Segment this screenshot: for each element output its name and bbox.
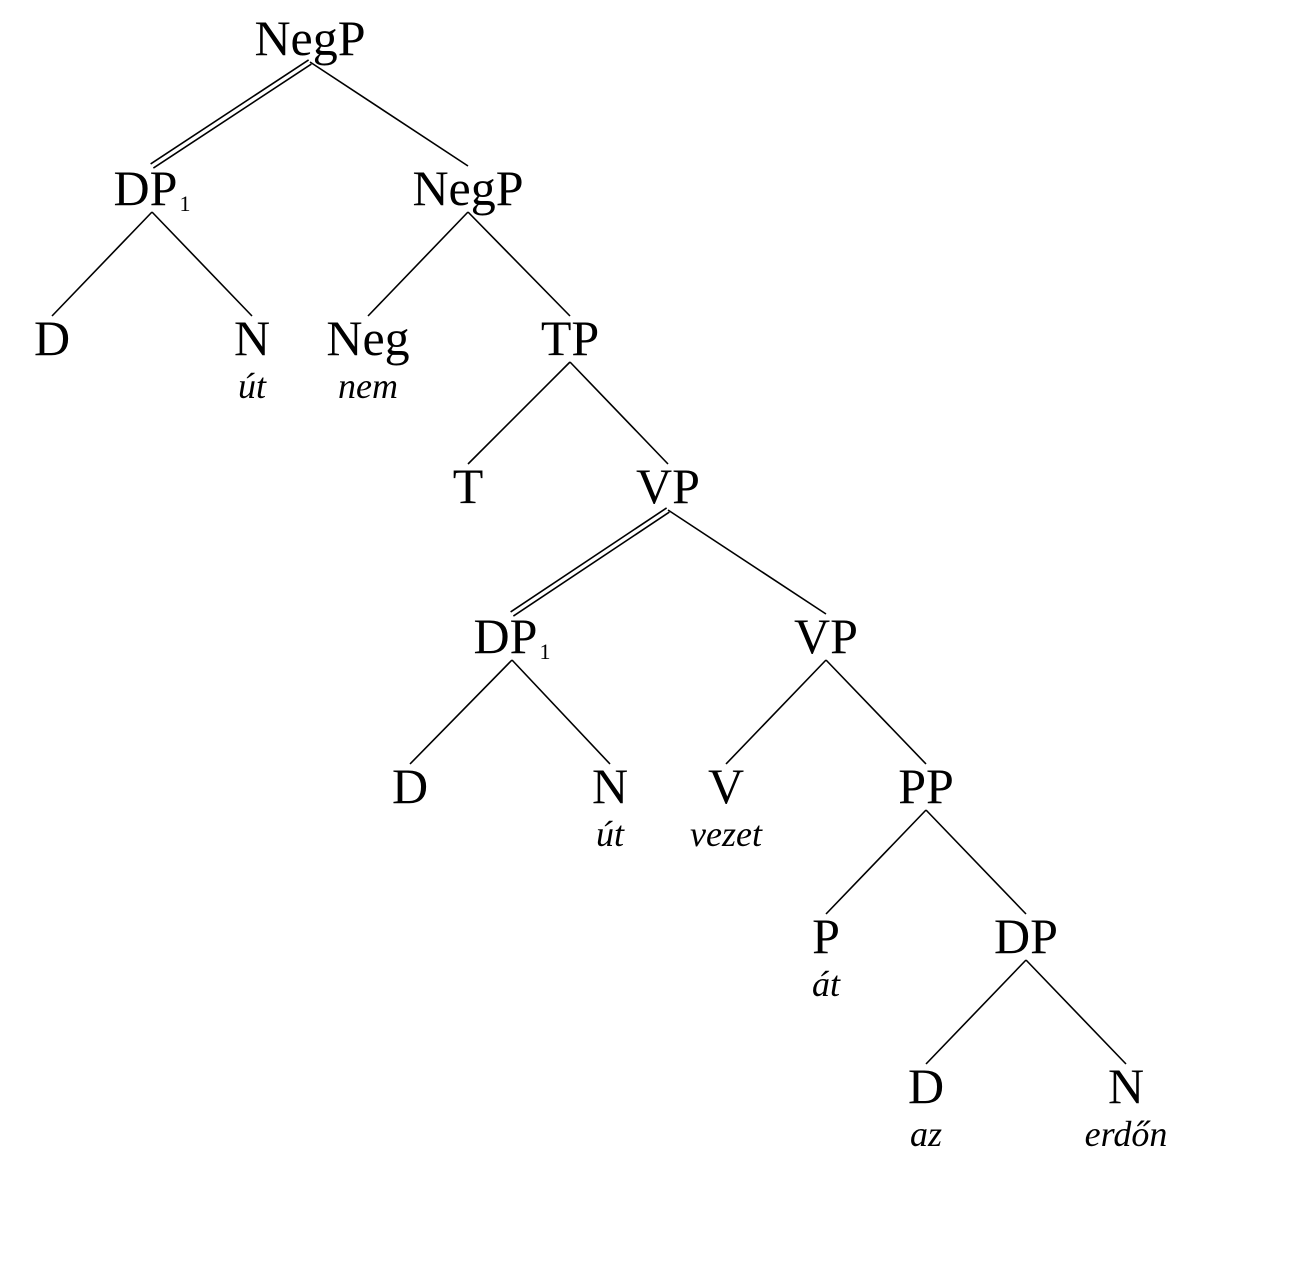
node-index-dp1-top: 1	[179, 191, 190, 216]
node-label-negp-inner: NegP	[412, 160, 523, 216]
tree-node-pp: PP	[898, 758, 954, 814]
tree-edges	[51, 59, 1127, 1065]
node-word-n-obj: erdőn	[1085, 1114, 1168, 1154]
tree-node-t: T	[453, 458, 484, 514]
edge-dp1-top-to-n-top	[151, 211, 253, 317]
node-label-n-low: N	[592, 758, 628, 814]
tree-node-tp: TP	[541, 310, 599, 366]
edge-negp-root-to-dp1-top-a	[150, 59, 310, 165]
node-label-dp-obj: DP	[994, 908, 1058, 964]
node-word-n-top: út	[238, 366, 267, 406]
node-label-neg: Neg	[326, 310, 409, 366]
node-word-p: át	[812, 964, 841, 1004]
tree-node-n-top: Nút	[234, 310, 270, 406]
edge-dp-obj-to-n-obj	[1025, 959, 1127, 1065]
node-word-n-low: út	[596, 814, 625, 854]
node-label-tp: TP	[541, 310, 599, 366]
tree-node-vp-upper: VP	[636, 458, 700, 514]
node-word-neg: nem	[338, 366, 398, 406]
node-label-negp-root: NegP	[254, 10, 365, 66]
node-label-t: T	[453, 458, 484, 514]
edge-dp1-top-to-d-top	[51, 211, 153, 317]
edge-vp-upper-to-dp1-low-a	[510, 507, 668, 613]
tree-node-n-low: Nút	[592, 758, 628, 854]
node-word-v: vezet	[690, 814, 763, 854]
node-label-n-obj: N	[1108, 1058, 1144, 1114]
edge-dp1-low-to-n-low	[511, 659, 611, 765]
node-label-v: V	[708, 758, 744, 814]
node-label-pp: PP	[898, 758, 954, 814]
node-label-dp1-low: DP1	[474, 608, 551, 664]
node-label-dp1-top: DP1	[114, 160, 191, 216]
edge-negp-root-to-dp1-top-b	[152, 63, 312, 169]
edge-dp1-low-to-d-low	[409, 659, 513, 765]
edge-vp-upper-to-vp-lower	[667, 509, 827, 615]
tree-node-dp1-top: DP1	[114, 160, 191, 216]
edge-pp-to-dp-obj	[925, 809, 1027, 915]
node-label-vp-upper: VP	[636, 458, 700, 514]
edge-pp-to-p	[825, 809, 927, 915]
tree-node-negp-root: NegP	[254, 10, 365, 66]
edge-vp-upper-to-dp1-low-b	[512, 511, 670, 617]
tree-node-d-low: D	[392, 758, 428, 814]
edge-dp-obj-to-d-obj	[925, 959, 1027, 1065]
tree-node-vp-lower: VP	[794, 608, 858, 664]
tree-node-d-obj: Daz	[908, 1058, 944, 1154]
node-label-d-obj: D	[908, 1058, 944, 1114]
node-label-d-top: D	[34, 310, 70, 366]
edge-negp-inner-to-neg	[367, 211, 469, 317]
tree-node-negp-inner: NegP	[412, 160, 523, 216]
node-label-d-low: D	[392, 758, 428, 814]
edge-vp-lower-to-pp	[825, 659, 927, 765]
node-index-dp1-low: 1	[539, 639, 550, 664]
tree-node-d-top: D	[34, 310, 70, 366]
tree-node-p: Pát	[812, 908, 841, 1004]
node-label-n-top: N	[234, 310, 270, 366]
edge-tp-to-t	[467, 361, 571, 465]
node-label-vp-lower: VP	[794, 608, 858, 664]
tree-node-dp1-low: DP1	[474, 608, 551, 664]
edge-negp-root-to-negp-inner	[309, 61, 469, 167]
node-label-p: P	[812, 908, 840, 964]
edge-negp-inner-to-tp	[467, 211, 571, 317]
tree-node-dp-obj: DP	[994, 908, 1058, 964]
edge-vp-lower-to-v	[725, 659, 827, 765]
edge-tp-to-vp-upper	[569, 361, 669, 465]
node-word-d-obj: az	[910, 1114, 942, 1154]
